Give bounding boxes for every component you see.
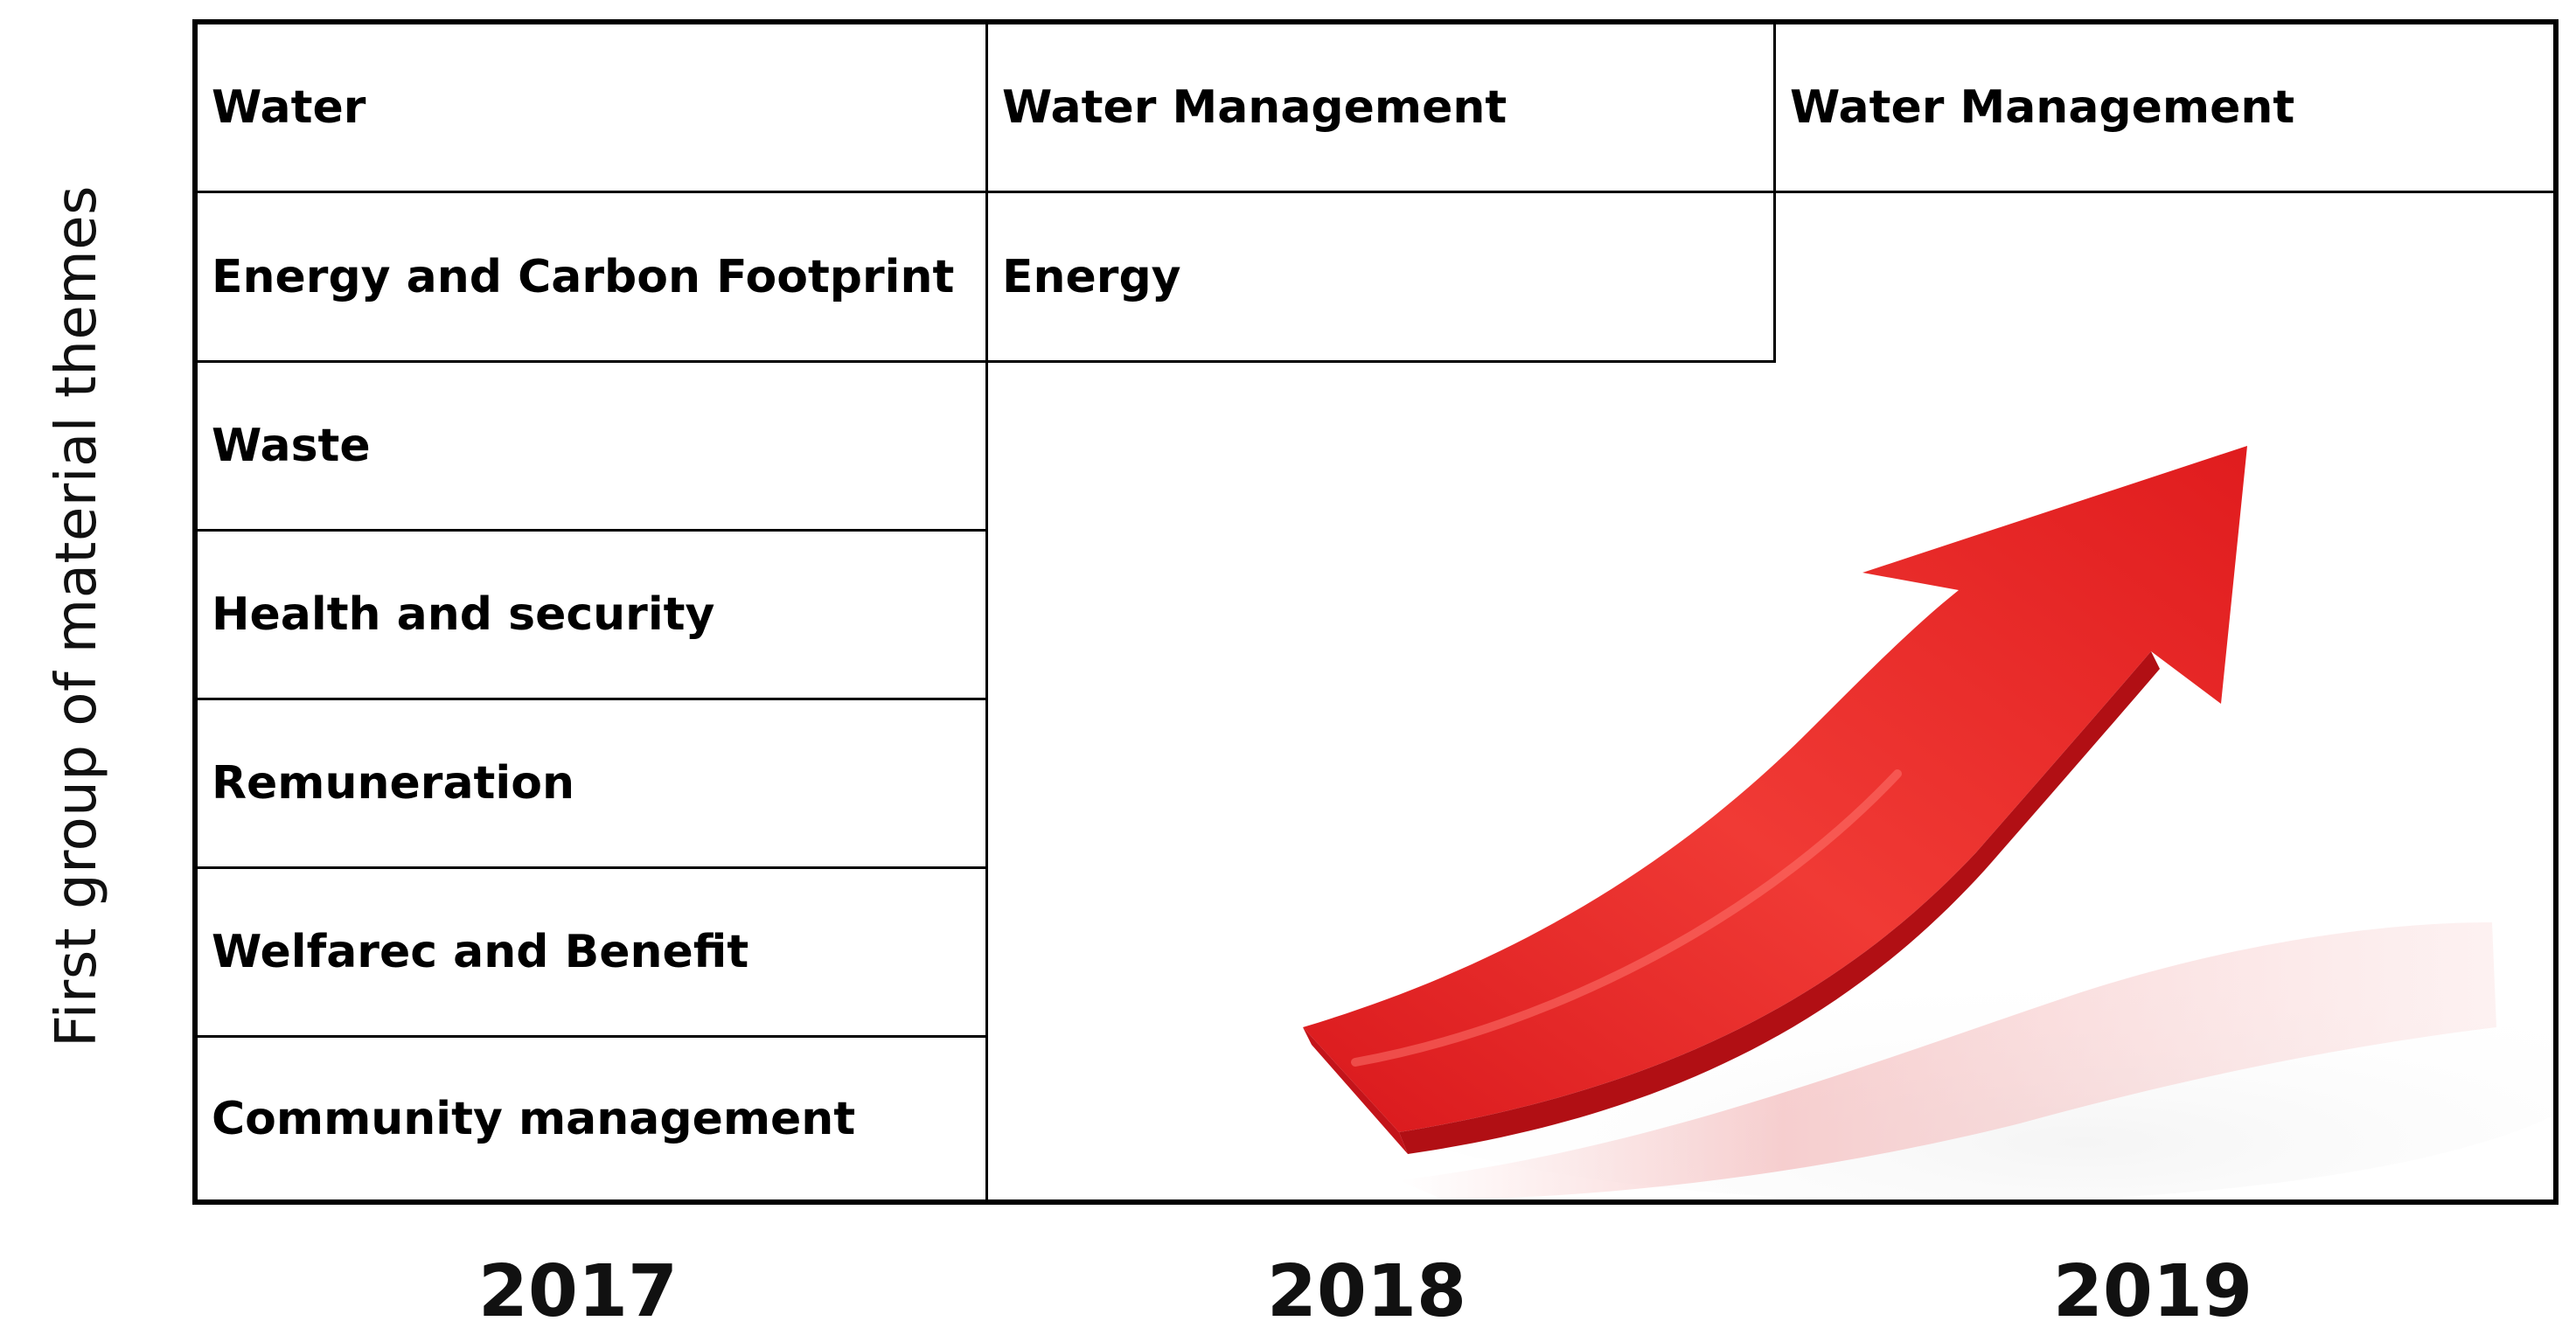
cell-2017-2: Energy and Carbon Footprint [198,193,988,363]
growth-arrow-graphic [988,363,2553,1199]
cell-2017-5: Remuneration [198,700,988,869]
year-label-2019: 2019 [2052,1250,2253,1333]
cell-2017-7: Community management [198,1038,988,1199]
upward-curved-arrow-icon [1285,446,2553,1199]
cell-2017-3: Waste [198,363,988,532]
cell-2017-1: Water [198,24,988,193]
year-label-2018: 2018 [1266,1250,1467,1333]
cell-2018-1: Water Management [988,24,1776,193]
cell-2019-1: Water Management [1776,24,2553,193]
year-label-2017: 2017 [477,1250,679,1333]
cell-2017-6: Welfarec and Benefit [198,869,988,1038]
y-axis-label: First group of material themes [45,185,109,1047]
cell-2018-2: Energy [988,193,1776,363]
material-themes-table: Water Energy and Carbon Footprint Waste … [192,19,2559,1205]
cell-2017-4: Health and security [198,532,988,700]
